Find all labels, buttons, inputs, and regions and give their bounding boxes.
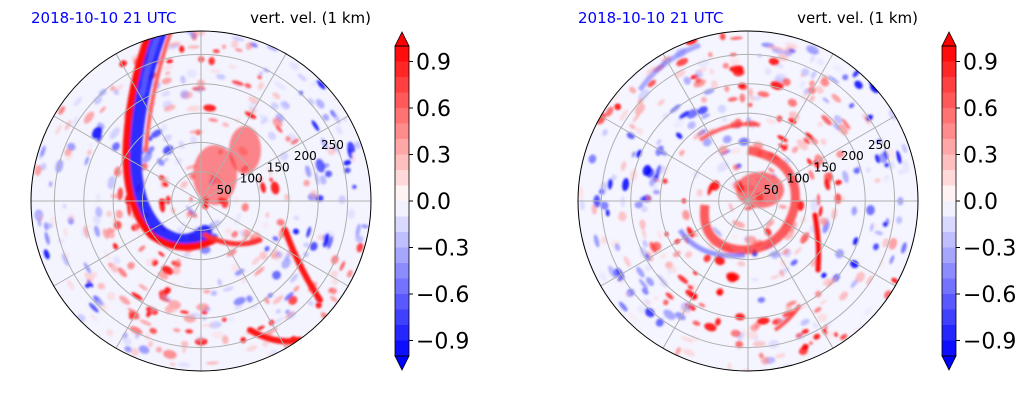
grid-spoke <box>115 53 202 202</box>
colorbar-level <box>395 309 409 326</box>
colorbar-level <box>942 294 956 311</box>
colorbar-level <box>395 46 409 63</box>
colorbar-tick-label: −0.6 <box>963 283 1016 308</box>
colorbar-tick-label: 0.6 <box>416 97 451 122</box>
radial-tick-label: 150 <box>267 160 290 174</box>
grid-spoke <box>600 115 749 202</box>
plot-frame-left <box>30 30 372 372</box>
colorbar-level <box>395 154 409 171</box>
colorbar-extend-min <box>394 355 410 371</box>
colorbar-level <box>395 216 409 233</box>
colorbar-level <box>942 123 956 140</box>
grid-spoke <box>662 200 749 349</box>
colorbar-level <box>942 46 956 63</box>
grid-spoke <box>662 53 749 202</box>
colorbar-level <box>942 340 956 357</box>
grid-spoke <box>600 200 749 287</box>
colorbar-extend-max <box>941 31 957 47</box>
colorbar-level <box>395 247 409 264</box>
colorbar-level <box>942 325 956 342</box>
colorbar-level <box>942 247 956 264</box>
colorbar-level <box>942 61 956 78</box>
colorbar-level <box>942 263 956 280</box>
grid-spoke <box>200 200 287 349</box>
variable-title-right: vert. vel. (1 km) <box>797 9 918 27</box>
grid-spoke <box>747 200 834 349</box>
colorbar-extend-min <box>941 355 957 371</box>
colorbar-level <box>395 278 409 295</box>
colorbar-level <box>942 216 956 233</box>
colorbar-level <box>942 232 956 249</box>
colorbar-tick-label: 0.9 <box>963 51 998 76</box>
colorbar-tick-label: 0.6 <box>963 97 998 122</box>
radial-tick-label: 200 <box>841 149 864 163</box>
colorbar-level <box>942 309 956 326</box>
colorbar-tick-label: −0.9 <box>416 330 469 355</box>
colorbar-level <box>395 340 409 357</box>
grid-spoke <box>747 53 834 202</box>
grid-spoke <box>53 115 202 202</box>
colorbar-extend-max <box>394 31 410 47</box>
colorbar-level <box>395 170 409 187</box>
colorbar-tick-label: 0.3 <box>963 144 998 169</box>
radial-tick-label: 250 <box>868 138 891 152</box>
radial-tick-label: 100 <box>240 172 263 186</box>
grid-spoke <box>200 53 287 202</box>
colorbar-level <box>395 263 409 280</box>
colorbar-level <box>395 185 409 202</box>
colorbar-level <box>942 154 956 171</box>
grid-spoke <box>200 115 349 202</box>
grid-spoke <box>200 200 349 287</box>
colorbar-level <box>942 108 956 125</box>
colorbar-level <box>942 185 956 202</box>
radial-tick-label: 250 <box>321 138 344 152</box>
radial-tick-label: 200 <box>294 149 317 163</box>
colorbar-tick-label: −0.3 <box>963 237 1016 262</box>
colorbar-level <box>942 92 956 109</box>
colorbar-level <box>942 139 956 156</box>
colorbar-level <box>395 139 409 156</box>
radial-labels-right: 50 100 150 200 250 <box>763 138 890 197</box>
colorbar-level <box>395 61 409 78</box>
colorbar-tick-label: 0.9 <box>416 51 451 76</box>
polar-plot-left: 2018-10-10 21 UTC vert. vel. (1 km) 50 10… <box>30 9 469 372</box>
colorbar-level <box>395 92 409 109</box>
date-title-right: 2018-10-10 21 UTC <box>578 9 724 27</box>
radial-tick-label: 50 <box>216 183 231 197</box>
grid-spoke <box>747 200 896 287</box>
colorbar-left: 0.9 0.6 0.3 0.0 −0.3 −0.6 −0.9 <box>394 31 469 371</box>
colorbar-level <box>395 123 409 140</box>
colorbar-tick-label: −0.6 <box>416 283 469 308</box>
colorbar-level <box>395 294 409 311</box>
radial-labels-left: 50 100 150 200 250 <box>216 138 343 197</box>
colorbar-right: 0.9 0.6 0.3 0.0 −0.3 −0.6 −0.9 <box>941 31 1016 371</box>
colorbar-level <box>395 232 409 249</box>
colorbar-level <box>395 325 409 342</box>
colorbar-level <box>942 170 956 187</box>
colorbar-tick-label: −0.3 <box>416 237 469 262</box>
date-title-left: 2018-10-10 21 UTC <box>31 9 177 27</box>
polar-grid-left <box>31 31 371 371</box>
radial-tick-label: 150 <box>814 160 837 174</box>
variable-title-left: vert. vel. (1 km) <box>250 9 371 27</box>
colorbar-level <box>942 278 956 295</box>
radial-tick-label: 100 <box>787 172 810 186</box>
plot-frame-right <box>577 30 919 372</box>
colorbar-level <box>942 77 956 94</box>
colorbar-tick-label: 0.0 <box>963 190 998 215</box>
colorbar-tick-label: 0.0 <box>416 190 451 215</box>
grid-spoke <box>53 200 202 287</box>
colorbar-level <box>395 77 409 94</box>
colorbar-level <box>395 201 409 218</box>
polar-grid-right <box>578 31 918 371</box>
radial-tick-label: 50 <box>763 183 778 197</box>
colorbar-level <box>942 201 956 218</box>
grid-spoke <box>115 200 202 349</box>
grid-spoke <box>747 115 896 202</box>
polar-plot-right: 2018-10-10 21 UTC vert. vel. (1 km) 50 10… <box>577 9 1016 372</box>
colorbar-tick-label: −0.9 <box>963 330 1016 355</box>
colorbar-tick-label: 0.3 <box>416 144 451 169</box>
colorbar-level <box>395 108 409 125</box>
